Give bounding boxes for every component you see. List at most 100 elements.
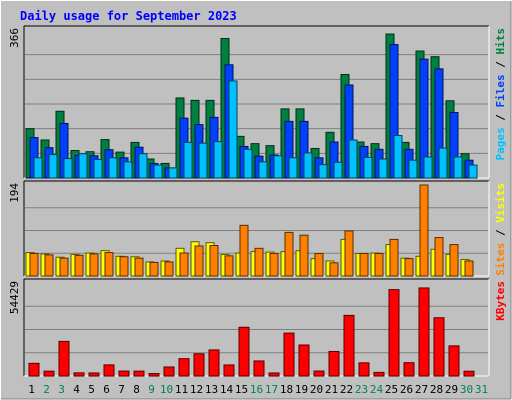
bar-sites-day-17: [269, 252, 279, 277]
y-max-label: 366: [8, 28, 21, 48]
bar-kbytes-day-7: [118, 370, 130, 377]
legend-entry: /: [494, 55, 507, 75]
y-max-label: 54429: [8, 281, 21, 314]
x-tick-label: 20: [310, 383, 323, 396]
chart-panels: 366 Pages / Files / Hits 194 Sites / Visits…: [8, 25, 507, 377]
x-tick-label: 22: [340, 383, 353, 396]
bar-kbytes-day-17: [268, 372, 280, 377]
bar-kbytes-day-16: [253, 360, 265, 377]
bar-pages-day-8: [138, 153, 148, 179]
bar-pages-day-1: [33, 157, 43, 179]
bar-kbytes-day-26: [403, 362, 415, 377]
bar-sites-day-29: [449, 244, 459, 277]
x-tick-label: 21: [325, 383, 338, 396]
x-tick-label: 9: [148, 383, 155, 396]
bar-pages-day-29: [453, 156, 463, 179]
legend-entry: KBytes: [494, 281, 507, 321]
bar-sites-day-14: [224, 255, 234, 277]
x-axis: 1 2 3 4 5 6 7 8 9 10 11 12 13 14 15 16 17 18 19 20 21 22 23 24 2…: [28, 383, 488, 396]
bar-kbytes-day-28: [433, 317, 445, 377]
bar-pages-day-12: [198, 142, 208, 179]
x-tick-label: 30: [460, 383, 473, 396]
bar-pages-day-9: [153, 164, 163, 179]
x-tick-label: 23: [355, 383, 368, 396]
x-tick-label: 28: [430, 383, 443, 396]
bar-pages-day-22: [348, 139, 358, 179]
bar-sites-day-26: [404, 258, 414, 277]
bar-pages-day-30: [468, 164, 478, 179]
bar-sites-day-25: [389, 238, 399, 277]
bar-pages-day-24: [378, 158, 388, 179]
legend-entry: Hits: [494, 28, 507, 55]
bar-sites-day-11: [179, 252, 189, 277]
x-tick-label: 11: [175, 383, 188, 396]
bar-sites-day-1: [29, 252, 39, 277]
bar-sites-day-6: [104, 252, 114, 277]
legend: KBytes: [494, 281, 507, 321]
bar-kbytes-day-21: [328, 350, 340, 377]
bar-sites-day-18: [284, 231, 294, 277]
bar-pages-day-6: [108, 157, 118, 179]
bar-kbytes-day-3: [58, 340, 70, 377]
panel-visits-sites: 194 Sites / Visits: [8, 180, 507, 277]
bar-sites-day-20: [314, 252, 324, 277]
bar-sites-day-28: [434, 237, 444, 277]
x-tick-label: 3: [58, 383, 65, 396]
panel-hits-files-pages: 366 Pages / Files / Hits: [8, 25, 507, 179]
x-tick-label: 13: [205, 383, 218, 396]
y-max-label: 194: [8, 183, 21, 203]
x-tick-label: 25: [385, 383, 398, 396]
x-tick-label: 26: [400, 383, 413, 396]
bar-kbytes-day-5: [88, 372, 100, 377]
x-tick-label: 15: [235, 383, 248, 396]
legend-entry: Sites: [494, 243, 507, 276]
bar-pages-day-7: [123, 161, 133, 179]
legend-entry: Pages: [494, 127, 507, 160]
bar-pages-day-5: [93, 158, 103, 179]
bar-sites-day-3: [59, 257, 69, 277]
bar-kbytes-day-6: [103, 364, 115, 377]
bar-kbytes-day-8: [133, 370, 145, 377]
bar-pages-day-13: [213, 141, 223, 179]
bar-pages-day-20: [318, 164, 328, 179]
bar-sites-day-22: [344, 230, 354, 277]
x-tick-label: 19: [295, 383, 308, 396]
legend: Pages / Files / Hits: [494, 28, 507, 161]
bar-kbytes-day-14: [223, 364, 235, 377]
x-tick-label: 27: [415, 383, 428, 396]
bar-sites-day-4: [74, 254, 84, 277]
bar-kbytes-day-25: [388, 289, 400, 377]
bar-kbytes-day-24: [373, 371, 385, 377]
x-tick-label: 14: [220, 383, 234, 396]
bar-pages-day-16: [258, 161, 268, 179]
bar-kbytes-day-30: [463, 370, 475, 377]
x-tick-label: 5: [88, 383, 95, 396]
bar-pages-day-19: [303, 152, 313, 179]
x-tick-label: 31: [475, 383, 488, 396]
bar-kbytes-day-4: [73, 372, 85, 377]
bar-sites-day-24: [374, 252, 384, 277]
x-tick-label: 10: [160, 383, 173, 396]
bar-sites-day-16: [254, 247, 264, 277]
x-tick-label: 17: [265, 383, 278, 396]
bar-pages-day-15: [243, 148, 253, 179]
legend-entry: Visits: [494, 183, 507, 223]
bar-kbytes-day-19: [298, 344, 310, 377]
legend: Sites / Visits: [494, 183, 507, 276]
panel-background: [23, 278, 490, 377]
bar-sites-day-15: [239, 224, 249, 277]
bar-pages-day-3: [63, 158, 73, 179]
bar-sites-day-10: [164, 261, 174, 277]
bar-sites-day-8: [134, 257, 144, 277]
x-tick-label: 6: [103, 383, 110, 396]
x-tick-label: 18: [280, 383, 293, 396]
bar-pages-day-10: [168, 167, 178, 179]
series-pages: [33, 80, 478, 179]
bar-sites-day-12: [194, 245, 204, 277]
bar-kbytes-day-22: [343, 314, 355, 377]
bar-pages-day-25: [393, 135, 403, 179]
bar-sites-day-9: [149, 261, 159, 277]
bar-sites-day-7: [119, 256, 129, 277]
legend-entry: Files: [494, 74, 507, 107]
x-tick-label: 12: [190, 383, 203, 396]
